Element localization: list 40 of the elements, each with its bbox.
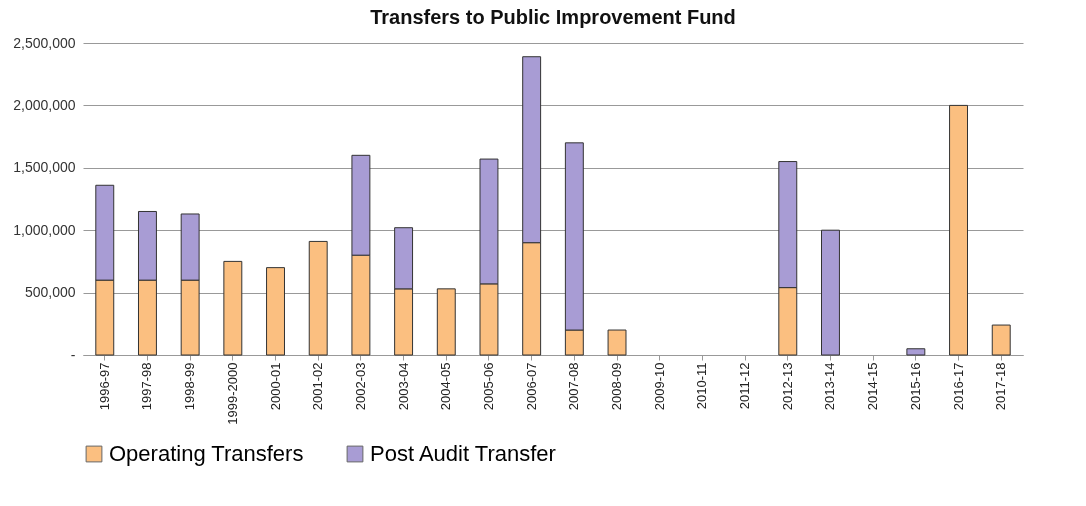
x-tick-label: 2016-17 [950, 362, 966, 411]
bar [308, 240, 328, 356]
x-tick-label: 2000-01 [267, 362, 283, 411]
x-tick-label: 2010-11 [694, 362, 710, 410]
x-tick-label: 1999-2000 [224, 362, 240, 425]
y-tick-label: 2,000,000 [13, 96, 76, 113]
y-tick-label: 2,500,000 [13, 34, 76, 51]
x-tick-label: 1997-98 [139, 362, 155, 411]
x-tick-label: 2013-14 [822, 362, 838, 411]
x-tick-label: 1998-99 [182, 362, 198, 411]
bar [906, 348, 926, 356]
x-tick-label: 2014-15 [865, 362, 881, 411]
x-tick-label: 2001-02 [310, 362, 326, 411]
bar [266, 267, 285, 356]
y-tick-label: 1,000,000 [13, 221, 76, 238]
x-tick-label: 2015-16 [907, 362, 923, 411]
x-tick-label: 2002-03 [352, 362, 368, 411]
x-tick-label: 2012-13 [779, 362, 795, 411]
y-tick-label: 1,500,000 [13, 159, 76, 176]
legend-label: Post Audit Transfer [370, 441, 556, 466]
bar [991, 324, 1011, 356]
chart-title: Transfers to Public Improvement Fund [370, 6, 736, 28]
bar [949, 104, 968, 356]
bar [821, 229, 840, 356]
x-tick-label: 2005-06 [480, 362, 496, 411]
y-tick-label: 500,000 [24, 284, 76, 301]
bar [223, 260, 243, 356]
bar [607, 329, 627, 356]
y-tick-label: - [70, 346, 76, 363]
bar [436, 288, 456, 356]
x-tick-label: 2007-08 [566, 362, 582, 411]
x-tick-label: 2006-07 [523, 362, 539, 411]
x-tick-label: 2009-10 [651, 362, 667, 411]
legend-label: Operating Transfers [109, 441, 304, 466]
x-tick-label: 2003-04 [395, 362, 411, 411]
x-tick-label: 2004-05 [438, 362, 454, 411]
x-tick-label: 2017-18 [993, 362, 1009, 411]
x-tick-label: 2011-12 [737, 362, 753, 410]
x-tick-label: 2008-09 [609, 362, 625, 411]
x-tick-label: 1996-97 [96, 362, 112, 411]
